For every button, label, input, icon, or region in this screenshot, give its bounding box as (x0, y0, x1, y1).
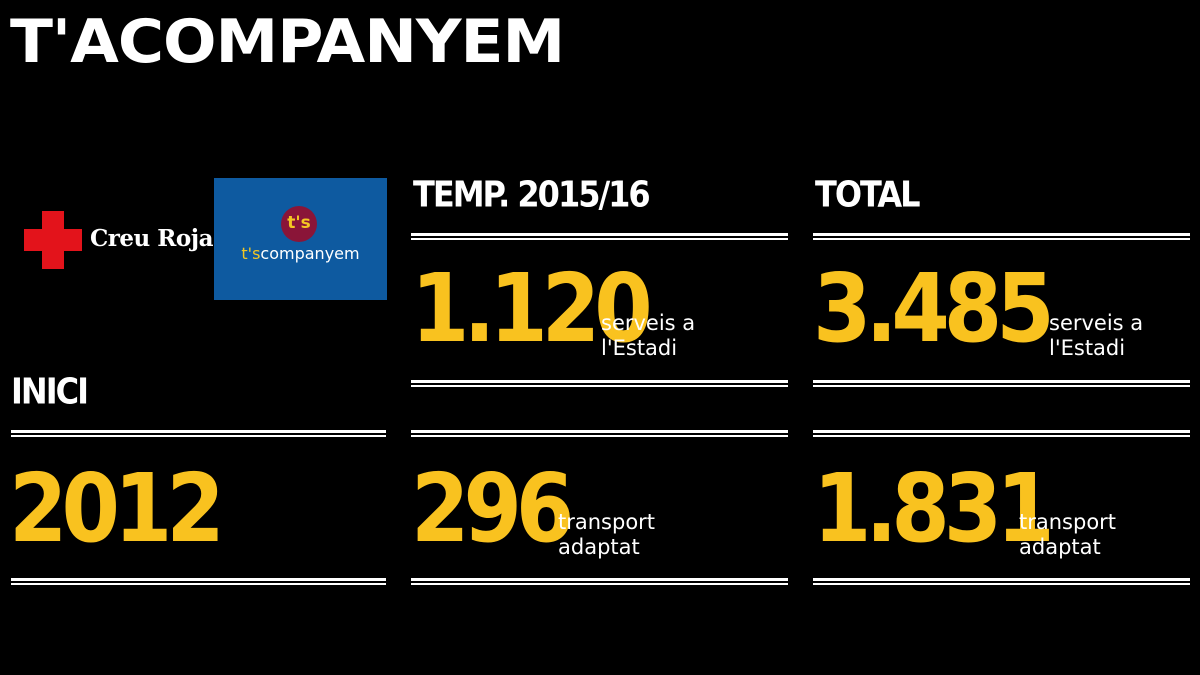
total-serveis-value: 3.485 (813, 253, 1055, 364)
total-transport-desc: transport adaptat (1019, 510, 1117, 559)
divider (11, 578, 386, 585)
inici-label: INICI (11, 370, 89, 413)
divider (411, 233, 788, 240)
temporada-serveis-desc: serveis a l'Estadi (601, 311, 696, 360)
red-cross-icon (24, 211, 82, 269)
divider (11, 430, 386, 437)
total-transport-value: 1.831 (813, 453, 1055, 564)
divider (411, 430, 788, 437)
tacompanyem-logo: t's t'scompanyem (214, 178, 387, 300)
temporada-transport-desc: transport adaptat (558, 510, 656, 559)
divider (411, 380, 788, 387)
divider (813, 578, 1190, 585)
creu-roja-label: Creu Roja (90, 225, 213, 252)
tacompanyem-badge-icon: t's (281, 206, 317, 242)
total-label: TOTAL (815, 173, 921, 216)
temporada-label: TEMP. 2015/16 (413, 173, 651, 216)
total-serveis-desc: serveis a l'Estadi (1049, 311, 1144, 360)
divider (813, 233, 1190, 240)
page-title: T'ACOMPANYEM (10, 7, 565, 77)
temporada-serveis-value: 1.120 (411, 253, 653, 364)
tacompanyem-wordmark: t'scompanyem (241, 244, 360, 263)
divider (813, 430, 1190, 437)
divider (411, 578, 788, 585)
creu-roja-logo: Creu Roja (24, 211, 213, 271)
divider (813, 380, 1190, 387)
inici-value: 2012 (9, 453, 225, 564)
temporada-transport-value: 296 (411, 453, 574, 564)
